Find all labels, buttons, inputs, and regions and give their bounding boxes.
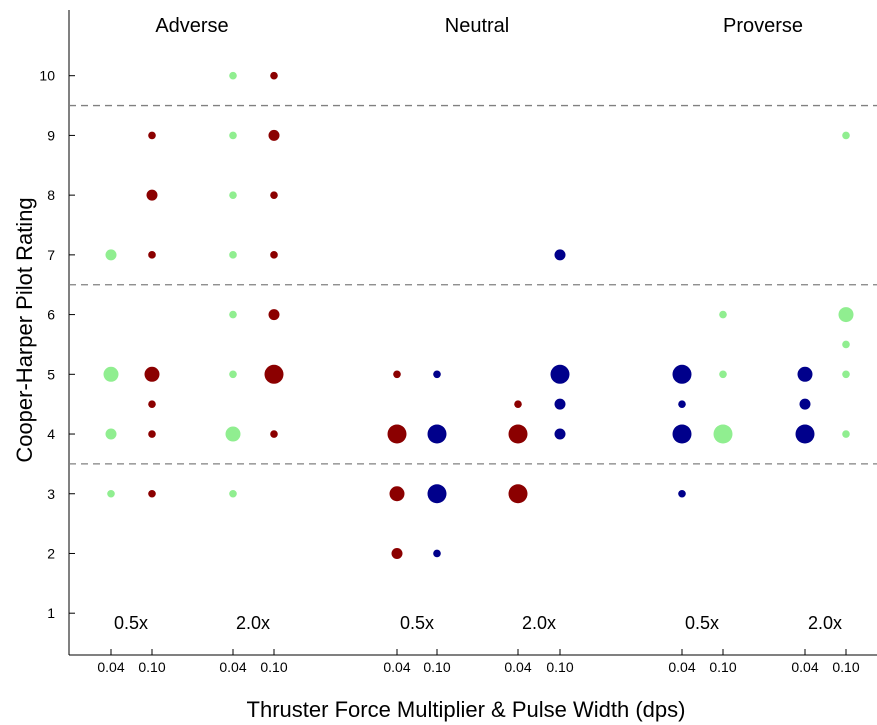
- data-points: [103, 71, 854, 559]
- y-axis-title: Cooper-Harper Pilot Rating: [12, 197, 37, 462]
- x-tick-label: 0.10: [709, 659, 736, 675]
- data-point-red: [148, 131, 156, 140]
- data-point-red: [508, 484, 528, 504]
- data-point-green: [229, 370, 237, 379]
- multiplier-label: 2.0x: [236, 613, 270, 633]
- y-tick-label: 2: [47, 545, 55, 561]
- x-tick-label: 0.10: [832, 659, 859, 675]
- threshold-lines: [69, 104, 877, 465]
- data-point-green: [105, 249, 117, 261]
- data-point-blue: [554, 428, 566, 440]
- x-tick-label: 0.04: [504, 659, 531, 675]
- data-point-blue: [433, 549, 441, 558]
- data-point-green: [842, 340, 850, 349]
- y-tick-label: 3: [47, 486, 55, 502]
- data-point-blue: [554, 249, 566, 261]
- data-point-blue: [427, 424, 447, 444]
- data-point-blue: [550, 364, 570, 384]
- data-point-green: [229, 71, 237, 80]
- data-point-green: [229, 251, 237, 259]
- axes: 1 2 3 4 5 6 7 8 9 10 0.04 0.10 0.04 0.10 0.04 0.10 0.04 0…: [39, 10, 877, 675]
- x-tick-label: 0.04: [97, 659, 124, 675]
- data-point-green: [225, 426, 241, 442]
- y-tick-label: 5: [47, 366, 55, 382]
- data-point-green: [229, 131, 237, 140]
- multiplier-label: 2.0x: [808, 613, 842, 633]
- x-tick-label: 0.04: [219, 659, 246, 675]
- data-point-green: [713, 424, 733, 444]
- y-tick-label: 6: [47, 307, 55, 323]
- data-point-blue: [795, 424, 815, 444]
- data-point-green: [105, 428, 117, 440]
- data-point-green: [229, 489, 237, 498]
- multiplier-label: 2.0x: [522, 613, 556, 633]
- data-point-green: [103, 366, 119, 382]
- y-tick-label: 9: [47, 127, 55, 143]
- data-point-red: [270, 251, 278, 259]
- data-point-red: [148, 251, 156, 259]
- data-point-red: [389, 486, 405, 502]
- data-point-blue: [672, 424, 692, 444]
- x-tick-label: 0.10: [423, 659, 450, 675]
- data-point-red: [270, 430, 278, 438]
- y-tick-label: 4: [47, 426, 55, 442]
- data-point-green: [842, 131, 850, 140]
- data-point-red: [268, 129, 280, 141]
- x-tick-label: 0.04: [668, 659, 695, 675]
- group-label: Proverse: [723, 15, 803, 37]
- data-point-red: [393, 370, 401, 379]
- chart-labels: Adverse Neutral Proverse 0.5x 2.0x 0.5x 2.0x 0.…: [114, 15, 842, 633]
- y-tick-label: 10: [39, 68, 55, 84]
- data-point-blue: [799, 398, 811, 410]
- data-point-red: [270, 191, 278, 199]
- data-point-red: [148, 400, 156, 408]
- multiplier-label: 0.5x: [114, 613, 148, 633]
- data-point-red: [508, 424, 528, 444]
- y-tick-label: 7: [47, 247, 55, 263]
- data-point-green: [229, 310, 237, 319]
- x-tick-label: 0.10: [138, 659, 165, 675]
- data-point-red: [148, 489, 156, 498]
- data-point-red: [146, 189, 158, 201]
- data-point-green: [107, 489, 115, 498]
- data-point-red: [144, 366, 160, 382]
- data-point-red: [387, 424, 407, 444]
- y-tick-label: 8: [47, 187, 55, 203]
- data-point-red: [268, 309, 280, 321]
- data-point-red: [391, 547, 403, 559]
- group-label: Adverse: [155, 15, 228, 37]
- x-axis-title: Thruster Force Multiplier & Pulse Width …: [247, 697, 686, 722]
- group-label: Neutral: [445, 15, 509, 37]
- data-point-red: [270, 71, 278, 80]
- data-point-red: [148, 430, 156, 438]
- data-point-green: [719, 370, 727, 379]
- data-point-green: [229, 191, 237, 199]
- data-point-green: [842, 370, 850, 379]
- x-tick-label: 0.04: [791, 659, 818, 675]
- data-point-blue: [554, 398, 566, 410]
- data-point-blue: [797, 366, 813, 382]
- data-point-blue: [427, 484, 447, 504]
- y-tick-label: 1: [47, 605, 55, 621]
- multiplier-label: 0.5x: [400, 613, 434, 633]
- data-point-green: [719, 310, 727, 319]
- x-tick-label: 0.10: [260, 659, 287, 675]
- data-point-blue: [672, 364, 692, 384]
- data-point-green: [838, 307, 854, 323]
- data-point-blue: [678, 400, 686, 408]
- x-tick-label: 0.04: [383, 659, 410, 675]
- data-point-green: [842, 430, 850, 438]
- x-tick-label: 0.10: [546, 659, 573, 675]
- data-point-blue: [678, 489, 686, 498]
- data-point-blue: [433, 370, 441, 379]
- data-point-red: [264, 364, 284, 384]
- data-point-red: [514, 400, 522, 408]
- multiplier-label: 0.5x: [685, 613, 719, 633]
